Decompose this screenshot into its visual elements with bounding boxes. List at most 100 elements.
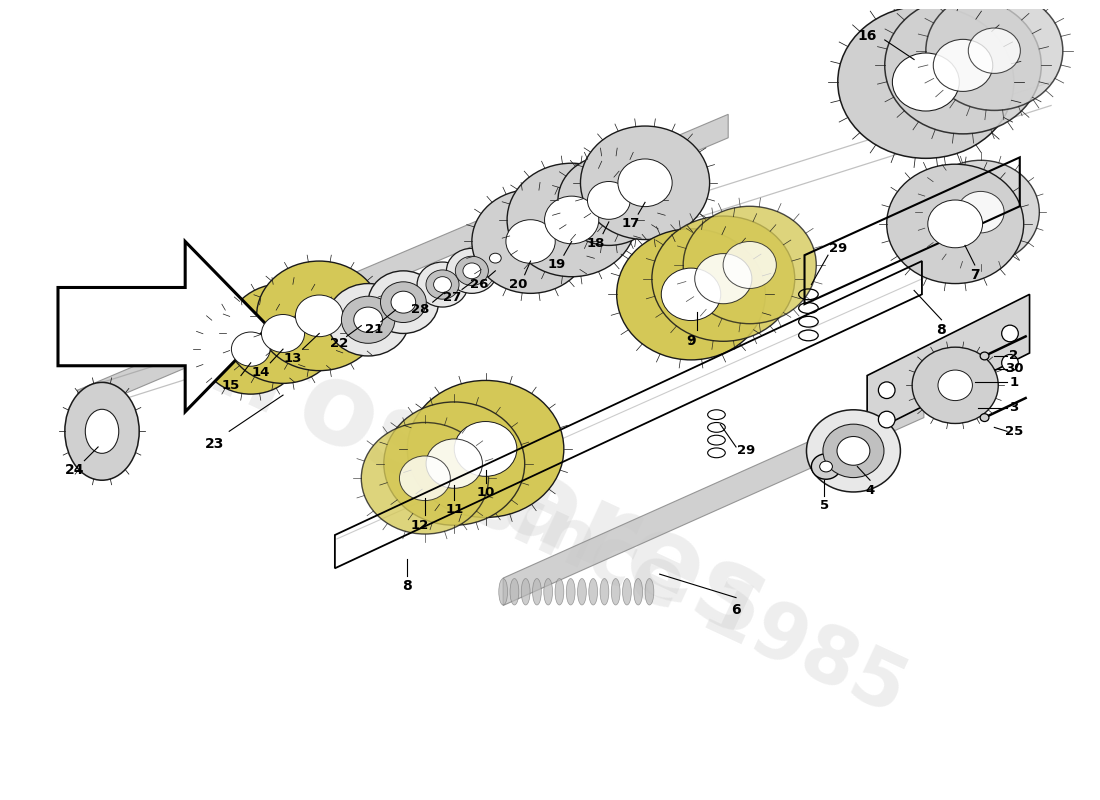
Text: 19: 19: [548, 258, 566, 271]
Ellipse shape: [507, 163, 636, 277]
Text: 8: 8: [936, 322, 946, 337]
Ellipse shape: [381, 282, 427, 322]
Circle shape: [879, 411, 895, 428]
Ellipse shape: [399, 456, 450, 501]
Text: 20: 20: [508, 278, 527, 291]
Ellipse shape: [543, 578, 552, 605]
Text: 24: 24: [65, 463, 85, 478]
Ellipse shape: [980, 352, 989, 360]
Ellipse shape: [472, 190, 590, 294]
Text: 22: 22: [330, 337, 348, 350]
Ellipse shape: [617, 229, 766, 360]
Ellipse shape: [812, 454, 840, 479]
Text: 28: 28: [410, 303, 429, 317]
Ellipse shape: [506, 220, 556, 263]
Ellipse shape: [723, 242, 777, 289]
Text: 2: 2: [1010, 350, 1019, 362]
Ellipse shape: [481, 246, 510, 271]
Text: 12: 12: [411, 518, 429, 532]
Ellipse shape: [426, 439, 483, 488]
Ellipse shape: [544, 196, 598, 244]
Text: 9: 9: [686, 334, 696, 348]
Ellipse shape: [820, 461, 833, 472]
Text: 1: 1: [1010, 376, 1019, 389]
Polygon shape: [867, 294, 1030, 434]
Ellipse shape: [558, 155, 660, 246]
Text: 14: 14: [251, 366, 270, 379]
Ellipse shape: [532, 578, 541, 605]
Ellipse shape: [86, 410, 119, 454]
Ellipse shape: [455, 256, 488, 286]
Ellipse shape: [200, 304, 301, 394]
Text: 18: 18: [587, 237, 605, 250]
Text: eurospares: eurospares: [85, 256, 784, 662]
Ellipse shape: [652, 216, 794, 342]
Ellipse shape: [980, 414, 989, 422]
Ellipse shape: [231, 332, 271, 366]
Text: 17: 17: [621, 218, 639, 230]
Text: 7: 7: [970, 268, 980, 282]
Ellipse shape: [588, 578, 597, 605]
Text: 16: 16: [858, 29, 877, 43]
Polygon shape: [78, 114, 728, 414]
Polygon shape: [58, 242, 268, 412]
Text: 29: 29: [737, 444, 755, 458]
Ellipse shape: [390, 291, 416, 313]
Ellipse shape: [490, 254, 502, 263]
Text: 13: 13: [284, 353, 302, 366]
Circle shape: [1002, 354, 1019, 371]
Ellipse shape: [426, 270, 459, 299]
Ellipse shape: [884, 0, 1042, 134]
Ellipse shape: [892, 53, 959, 111]
Ellipse shape: [454, 422, 517, 476]
Text: 10: 10: [476, 486, 495, 499]
Ellipse shape: [556, 578, 564, 605]
Ellipse shape: [837, 437, 870, 466]
Ellipse shape: [887, 164, 1024, 283]
Text: 29: 29: [828, 242, 847, 255]
Ellipse shape: [922, 160, 1040, 264]
Ellipse shape: [927, 200, 982, 248]
Ellipse shape: [600, 578, 608, 605]
Text: 4: 4: [866, 483, 874, 497]
Ellipse shape: [566, 578, 575, 605]
Ellipse shape: [354, 307, 383, 333]
Ellipse shape: [661, 268, 721, 321]
Ellipse shape: [912, 347, 998, 423]
Ellipse shape: [806, 410, 901, 492]
Text: 11: 11: [446, 503, 463, 516]
Ellipse shape: [926, 0, 1063, 110]
Ellipse shape: [262, 314, 305, 353]
Ellipse shape: [498, 578, 507, 605]
Text: 27: 27: [443, 290, 461, 304]
Text: 3: 3: [1010, 402, 1019, 414]
Ellipse shape: [510, 578, 519, 605]
Ellipse shape: [521, 578, 530, 605]
Ellipse shape: [361, 422, 488, 534]
Polygon shape: [503, 390, 924, 606]
Ellipse shape: [447, 248, 497, 294]
Ellipse shape: [957, 191, 1004, 233]
Ellipse shape: [634, 578, 642, 605]
Ellipse shape: [433, 277, 451, 293]
Ellipse shape: [463, 263, 481, 278]
Ellipse shape: [695, 254, 752, 304]
Ellipse shape: [587, 182, 630, 219]
Ellipse shape: [65, 382, 140, 480]
Ellipse shape: [368, 271, 439, 334]
Text: 25: 25: [1004, 425, 1023, 438]
Text: 30: 30: [1004, 362, 1023, 375]
Ellipse shape: [384, 402, 525, 526]
Ellipse shape: [327, 283, 409, 356]
Ellipse shape: [823, 424, 884, 478]
Ellipse shape: [581, 126, 710, 239]
Ellipse shape: [407, 381, 564, 518]
Ellipse shape: [645, 578, 653, 605]
Ellipse shape: [933, 39, 993, 91]
Text: 5: 5: [820, 499, 828, 512]
Ellipse shape: [578, 578, 586, 605]
Ellipse shape: [618, 159, 672, 206]
Ellipse shape: [938, 370, 972, 401]
Ellipse shape: [838, 6, 1014, 158]
Ellipse shape: [296, 295, 343, 337]
